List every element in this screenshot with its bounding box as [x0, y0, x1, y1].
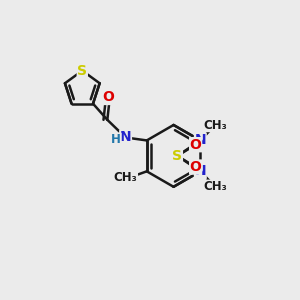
Text: S: S	[77, 64, 87, 78]
Text: CH₃: CH₃	[203, 180, 227, 193]
Text: O: O	[190, 160, 202, 174]
Text: N: N	[194, 134, 206, 147]
Text: O: O	[102, 90, 114, 104]
Text: N: N	[120, 130, 131, 145]
Text: N: N	[194, 164, 206, 178]
Text: CH₃: CH₃	[203, 118, 227, 132]
Text: S: S	[172, 149, 182, 163]
Text: O: O	[190, 138, 202, 152]
Text: H: H	[111, 133, 121, 146]
Text: CH₃: CH₃	[114, 171, 137, 184]
